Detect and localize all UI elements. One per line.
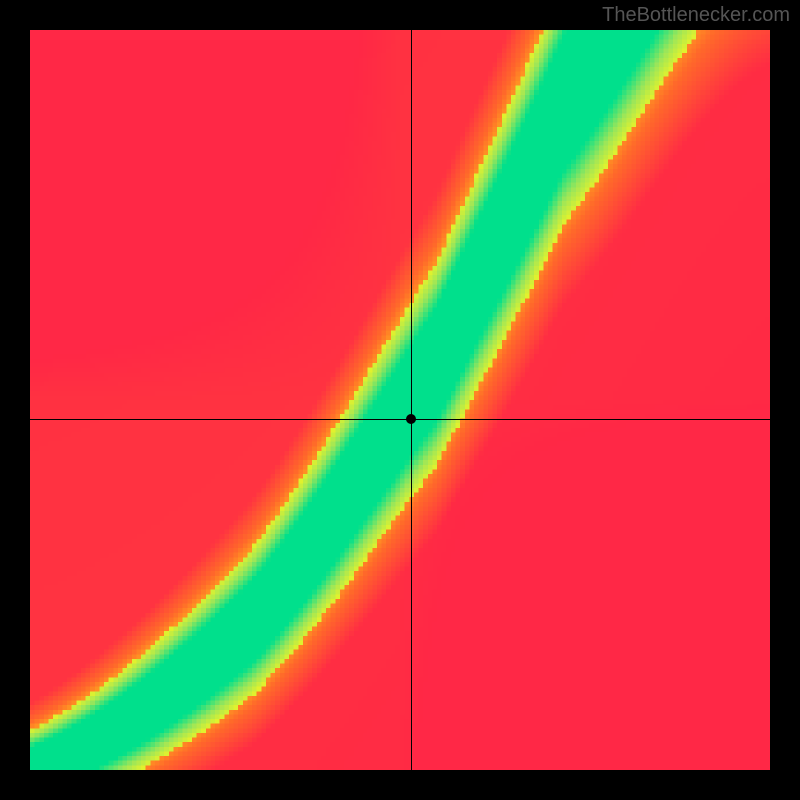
- crosshair-vertical: [411, 30, 412, 770]
- crosshair-marker: [406, 414, 416, 424]
- heatmap-canvas: [30, 30, 770, 770]
- watermark-text: TheBottlenecker.com: [602, 4, 790, 27]
- bottleneck-heatmap: [30, 30, 770, 770]
- crosshair-horizontal: [30, 419, 770, 420]
